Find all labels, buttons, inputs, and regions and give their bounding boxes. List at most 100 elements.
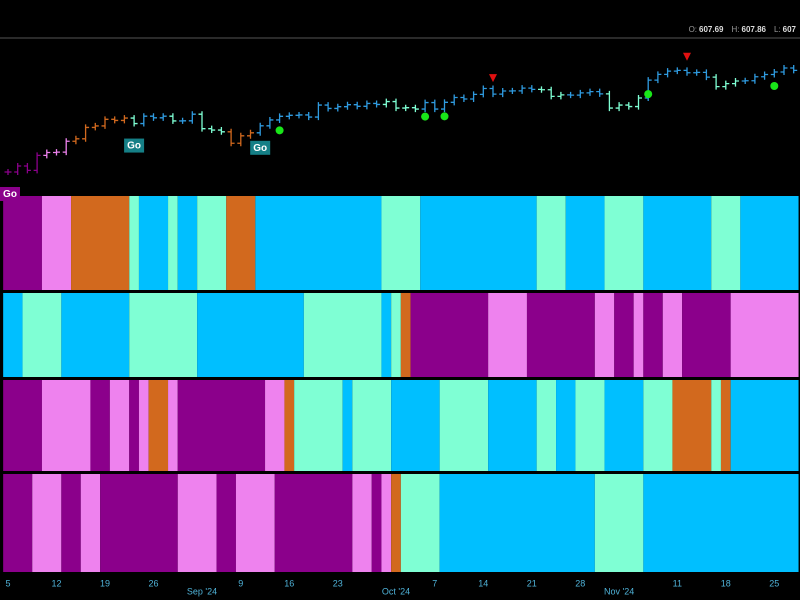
heat-segment <box>740 196 799 290</box>
price-bar <box>33 152 41 174</box>
price-bar <box>295 111 303 119</box>
heat-segment <box>3 293 23 377</box>
price-bar <box>382 98 390 108</box>
price-bar <box>217 127 225 135</box>
heat-segment <box>556 380 576 471</box>
price-bar <box>586 88 594 96</box>
heat-segment <box>284 380 295 471</box>
signal-dot <box>644 90 653 99</box>
price-bar <box>72 135 80 145</box>
price-bar <box>256 122 264 136</box>
price-bar <box>722 80 730 90</box>
price-bar <box>596 88 604 97</box>
heat-segment <box>255 196 382 290</box>
heat-segment <box>177 380 266 471</box>
price-bar <box>576 89 584 99</box>
signal-triangle <box>489 74 497 83</box>
price-bar <box>23 163 31 174</box>
heat-segment <box>594 293 615 377</box>
price-bar <box>140 113 148 127</box>
price-bar <box>411 104 419 113</box>
price-bar <box>712 74 720 90</box>
heat-segment <box>410 293 489 377</box>
heat-segment <box>400 293 411 377</box>
heat-segment <box>711 196 741 290</box>
heat-segment <box>711 380 721 471</box>
price-bar <box>528 85 536 93</box>
heat-segment <box>381 196 421 290</box>
price-bar <box>208 125 216 134</box>
x-tick-label: 18 <box>721 578 731 588</box>
go-badge <box>250 140 271 155</box>
heat-segment <box>352 474 372 572</box>
x-tick-label: 14 <box>478 578 488 588</box>
price-bar <box>247 129 254 139</box>
x-tick-label: 28 <box>575 578 585 588</box>
heat-segment <box>381 293 392 377</box>
price-bar <box>441 99 448 113</box>
price-bar <box>547 86 555 100</box>
price-bar <box>479 85 487 98</box>
heat-segment <box>352 380 392 471</box>
ohlc-value: 607.69 <box>699 25 724 34</box>
heat-segment <box>294 380 343 471</box>
signal-dot <box>421 112 430 121</box>
price-bar <box>664 68 672 78</box>
price-bar <box>741 77 749 84</box>
heat-segment <box>177 474 217 572</box>
x-tick-label: 9 <box>238 578 243 588</box>
price-bar <box>169 113 177 124</box>
price-bar <box>198 111 206 132</box>
heat-segment <box>536 380 557 471</box>
heat-segment <box>391 293 401 377</box>
x-tick-label: Oct '24 <box>382 586 410 596</box>
heat-segment <box>61 293 130 377</box>
heat-segment <box>265 380 285 471</box>
price-bar <box>188 111 196 124</box>
heat-segment <box>565 196 605 290</box>
price-bar <box>489 85 497 98</box>
price-bar <box>179 117 187 124</box>
x-tick-label: Sep '24 <box>187 586 217 596</box>
heat-segment <box>61 474 81 572</box>
price-bar <box>305 111 313 121</box>
heat-segment <box>536 196 566 290</box>
price-bar <box>780 65 788 75</box>
x-tick-label: 21 <box>527 578 537 588</box>
heat-segment <box>720 380 731 471</box>
heat-segment <box>391 474 401 572</box>
heat-segment <box>148 380 169 471</box>
go-badge <box>0 187 20 201</box>
ohlc-label: O: <box>689 25 697 34</box>
x-tick-label: 5 <box>5 578 10 588</box>
ohlc-label: L: <box>774 25 781 34</box>
x-tick-label: 7 <box>432 578 437 588</box>
price-bar <box>770 68 778 78</box>
price-bar <box>285 112 293 120</box>
x-tick-label: 19 <box>100 578 110 588</box>
heat-segment <box>41 196 72 290</box>
price-bar <box>732 77 739 87</box>
price-bar <box>227 128 235 147</box>
heat-segment <box>672 380 712 471</box>
price-bar <box>353 101 361 110</box>
heat-segment <box>633 293 644 377</box>
price-bar <box>499 87 507 98</box>
price-bar <box>557 91 565 100</box>
heat-segment <box>90 380 110 471</box>
price-bar <box>363 100 371 110</box>
heat-segment <box>488 380 537 471</box>
heat-segment <box>80 474 101 572</box>
heat-segment <box>197 196 227 290</box>
heat-segment <box>381 474 392 572</box>
heat-segment <box>662 293 683 377</box>
go-badge <box>124 138 145 153</box>
ohlc-label: H: <box>732 25 740 34</box>
price-bar <box>625 102 633 110</box>
price-bar <box>373 100 381 108</box>
heat-segment <box>526 293 595 377</box>
heat-segment <box>129 380 139 471</box>
price-bar <box>615 102 623 112</box>
heat-segment <box>138 380 149 471</box>
